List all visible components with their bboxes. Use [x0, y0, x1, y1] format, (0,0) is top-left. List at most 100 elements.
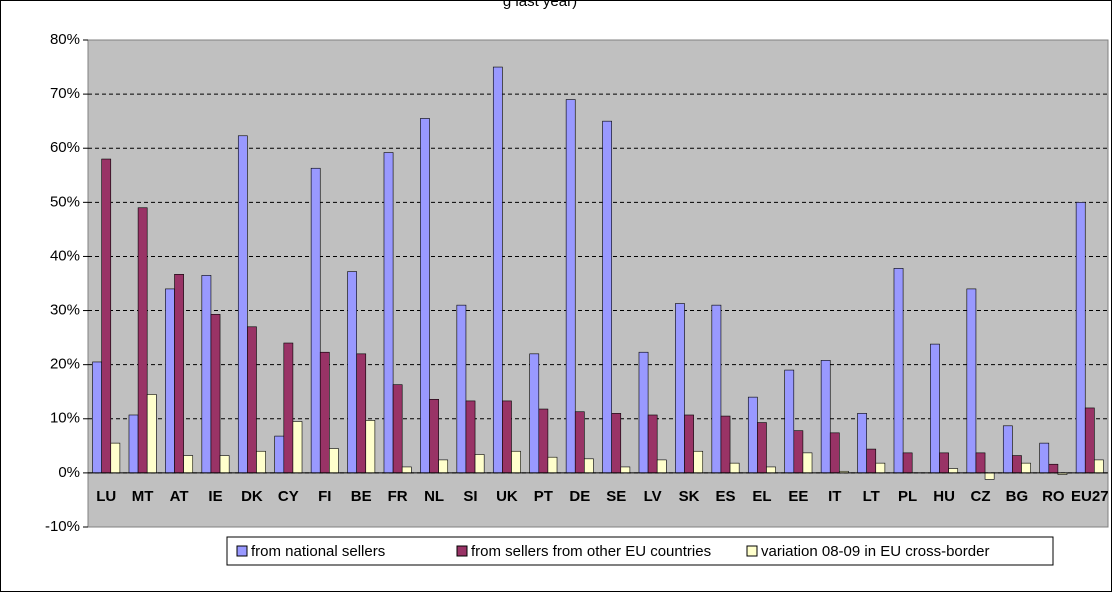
- bar: [101, 158, 112, 474]
- bar: [757, 422, 767, 474]
- legend-label: from sellers from other EU countries: [471, 543, 711, 560]
- bar: [975, 452, 986, 474]
- bar: [1012, 455, 1022, 474]
- legend-swatch: [236, 545, 248, 557]
- x-tick-label: IE: [208, 488, 222, 505]
- bar: [574, 411, 585, 474]
- x-tick-label: HU: [933, 488, 955, 505]
- bar: [930, 343, 940, 474]
- legend-label: from national sellers: [251, 543, 385, 560]
- bar: [310, 167, 321, 474]
- bar: [237, 135, 248, 474]
- bar: [538, 408, 549, 474]
- bar: [92, 361, 102, 474]
- bar: [438, 459, 449, 474]
- y-tick-label: 20%: [50, 356, 80, 373]
- y-tick-label: 0%: [58, 464, 80, 481]
- bar: [1084, 407, 1095, 474]
- legend-label: variation 08-09 in EU cross-border: [761, 543, 989, 560]
- x-tick-label: CZ: [971, 488, 991, 505]
- x-tick-label: LT: [863, 488, 880, 505]
- x-tick-label: NL: [424, 488, 444, 505]
- bar: [128, 414, 139, 474]
- bar: [137, 207, 148, 474]
- bar: [802, 452, 813, 474]
- bar: [711, 304, 722, 474]
- bar: [201, 275, 212, 474]
- chart-title: g last year): [503, 0, 577, 10]
- bar: [857, 413, 867, 474]
- bar: [492, 66, 503, 474]
- bar: [647, 414, 658, 474]
- bar: [875, 462, 886, 474]
- bar: [720, 415, 731, 474]
- bar: [1039, 442, 1050, 474]
- bar: [966, 288, 977, 474]
- bar: [429, 398, 439, 474]
- bar: [829, 432, 840, 474]
- bar: [474, 454, 485, 474]
- bar: [766, 466, 776, 474]
- x-tick-label: LU: [96, 488, 116, 505]
- bar: [611, 413, 622, 474]
- x-tick-label: BG: [1006, 488, 1029, 505]
- bar: [347, 271, 357, 474]
- bar: [392, 384, 403, 474]
- bar: [866, 448, 877, 474]
- x-tick-label: SI: [463, 488, 477, 505]
- bar: [511, 450, 521, 474]
- bar: [1094, 459, 1104, 474]
- bar: [984, 472, 995, 480]
- y-tick-label: 40%: [50, 247, 80, 264]
- legend-box: [226, 536, 1054, 566]
- bar: [1075, 202, 1086, 474]
- bar: [1002, 425, 1013, 474]
- bar: [602, 120, 612, 474]
- bar: [638, 351, 649, 474]
- x-tick-label: PT: [534, 488, 553, 505]
- bar: [110, 442, 121, 474]
- bar: [174, 274, 184, 474]
- y-tick-label: -10%: [45, 518, 80, 535]
- bar: [146, 394, 157, 474]
- bar: [902, 452, 913, 474]
- bar: [329, 448, 339, 474]
- x-tick-label: PL: [898, 488, 917, 505]
- bar: [165, 288, 175, 474]
- bar: [693, 450, 704, 474]
- bar: [256, 450, 266, 474]
- y-tick-label: 70%: [50, 85, 80, 102]
- x-tick-label: BE: [351, 488, 372, 505]
- bar: [939, 452, 949, 474]
- bar: [247, 326, 257, 474]
- legend-swatch: [746, 545, 758, 557]
- y-tick-label: 50%: [50, 193, 80, 210]
- x-tick-label: DK: [241, 488, 263, 505]
- bar: [502, 400, 512, 474]
- x-tick-label: FR: [388, 488, 408, 505]
- bar: [319, 351, 330, 474]
- bar: [656, 459, 667, 474]
- x-tick-label: RO: [1042, 488, 1065, 505]
- bar: [565, 99, 576, 474]
- bar: [465, 400, 476, 474]
- bar: [747, 396, 758, 474]
- x-tick-label: EU27: [1071, 488, 1109, 505]
- bar: [365, 420, 376, 474]
- x-tick-label: EL: [752, 488, 771, 505]
- bar: [584, 458, 594, 474]
- bar: [1048, 463, 1059, 474]
- x-tick-label: UK: [496, 488, 518, 505]
- bar: [784, 369, 795, 474]
- bar: [547, 456, 558, 474]
- x-tick-label: AT: [170, 488, 189, 505]
- bar: [893, 268, 904, 474]
- y-tick-label: 10%: [50, 410, 80, 427]
- bar: [620, 466, 631, 474]
- bar: [675, 303, 685, 474]
- y-tick-label: 80%: [50, 31, 80, 48]
- bar: [210, 314, 221, 474]
- legend-swatch: [456, 545, 468, 557]
- bar: [356, 353, 367, 474]
